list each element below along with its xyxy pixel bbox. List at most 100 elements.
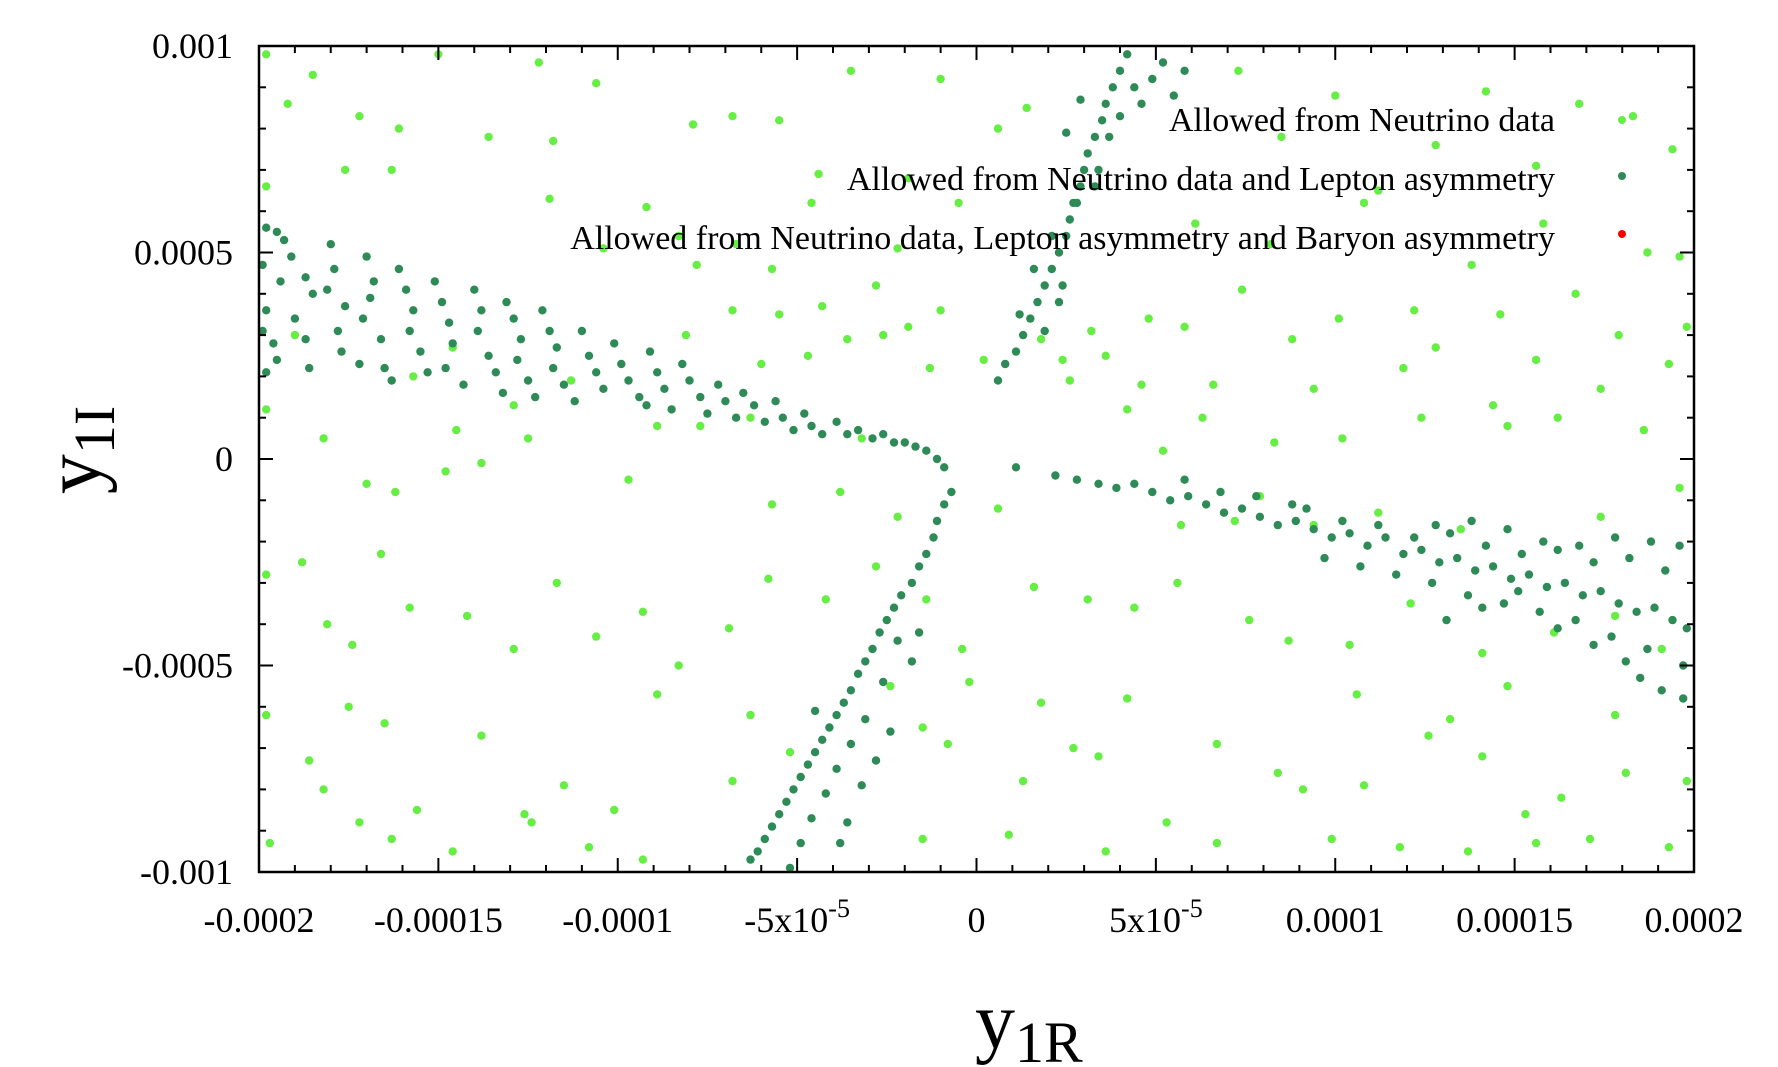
data-point-series-1-2 [279,235,289,245]
data-point-series-1-192 [1148,487,1157,497]
data-point-series-1-40 [441,363,450,373]
data-point-series-1-143 [907,657,917,666]
data-point-series-1-67 [635,392,644,402]
data-point-series-1-229 [1517,549,1527,559]
data-point-series-1-79 [731,413,741,422]
data-point-series-1-124 [803,760,813,769]
y-tick-label-3: -0.0005 [122,646,233,686]
x-tick-label-3: -5x10-5 [744,894,850,940]
data-point-series-0-59 [1410,306,1419,315]
data-point-series-1-165 [1115,66,1125,76]
data-point-series-0-69 [1058,355,1067,365]
data-point-series-0-100 [552,578,561,588]
data-point-series-0-183 [653,421,662,431]
data-point-series-1-202 [1327,533,1336,542]
data-point-series-1-76 [703,409,712,418]
data-point-series-0-179 [1456,525,1466,534]
data-point-series-0-124 [344,702,353,711]
data-point-series-0-26 [1531,161,1541,170]
data-point-series-1-138 [843,818,852,827]
data-point-series-1-7 [269,339,278,348]
data-point-series-1-240 [1535,607,1544,616]
data-point-series-0-104 [724,624,734,633]
data-point-series-1-236 [1392,570,1401,579]
data-point-series-0-132 [728,776,737,786]
data-point-series-1-198 [1255,512,1265,521]
data-point-series-1-251 [1478,603,1487,612]
data-point-series-1-159 [1079,165,1089,175]
data-point-series-0-139 [1162,818,1171,827]
data-point-series-0-167 [1664,843,1674,852]
data-point-series-1-55 [545,326,554,336]
data-point-series-1-65 [617,359,626,369]
data-point-series-1-41 [459,380,468,389]
data-point-series-1-125 [832,764,841,773]
data-point-series-1-11 [301,273,310,282]
data-point-series-1-77 [714,380,723,389]
data-point-series-0-166 [1585,834,1595,844]
data-point-series-1-131 [807,814,816,823]
data-point-series-0-21 [1277,132,1286,142]
data-point-series-0-181 [1675,483,1684,493]
data-point-series-0-106 [821,595,830,604]
data-point-series-0-102 [638,607,648,616]
data-point-series-1-81 [749,401,759,410]
legend: Allowed from Neutrino data Allowed from … [570,102,1626,257]
data-point-series-0-48 [767,264,777,274]
data-point-series-0-189 [1209,380,1218,389]
data-point-series-0-72 [1399,363,1408,373]
data-point-series-1-264 [1288,500,1297,509]
data-point-series-0-125 [380,719,389,728]
legend-marker-lepton [1618,172,1626,180]
data-point-series-0-36 [731,240,741,249]
data-point-series-1-151 [1033,297,1042,307]
data-point-series-0-203 [965,677,974,687]
data-point-series-0-98 [462,611,472,621]
data-point-series-1-4 [276,277,285,286]
data-point-series-1-239 [1499,599,1509,608]
data-point-series-1-108 [889,603,899,612]
data-point-series-1-211 [1488,562,1498,571]
data-point-series-0-143 [1359,781,1369,790]
data-point-series-1-93 [879,430,888,439]
data-point-series-1-9 [262,368,271,377]
data-point-series-1-250 [1553,624,1562,633]
data-point-series-1-46 [491,368,500,377]
data-point-series-0-165 [1531,838,1541,848]
data-point-series-1-113 [861,657,870,666]
data-point-series-0-147 [1557,793,1566,802]
data-point-series-0-164 [1463,847,1473,856]
data-point-series-1-72 [667,405,676,414]
data-point-series-1-130 [775,810,784,819]
data-point-series-0-91 [1639,425,1649,435]
data-point-series-0-90 [1553,413,1562,422]
data-point-series-0-163 [1395,843,1405,852]
data-point-series-1-110 [875,628,884,637]
data-point-series-1-45 [484,351,493,360]
data-point-series-1-152 [1040,281,1049,290]
data-point-series-0-46 [1675,252,1684,261]
data-point-series-0-71 [1309,384,1318,393]
data-point-series-1-193 [1166,496,1175,505]
data-point-series-0-105 [764,574,773,583]
data-point-series-0-185 [857,434,866,443]
data-point-series-1-92 [868,434,877,443]
data-point-series-1-220 [1650,603,1659,612]
data-point-series-0-146 [1521,810,1530,819]
data-point-series-0-62 [1614,330,1623,340]
data-point-series-0-184 [746,413,755,422]
data-point-series-0-144 [1424,731,1433,740]
y-axis-title-main: y [30,454,118,494]
data-point-series-0-25 [1481,87,1491,96]
data-point-series-1-86 [800,409,809,418]
data-point-series-1-199 [1273,520,1283,530]
data-point-series-1-182 [1076,95,1085,104]
data-point-series-1-22 [355,359,364,369]
data-point-series-0-199 [1036,335,1046,344]
data-point-series-1-190 [1112,483,1121,493]
x-axis-title: y1R [975,978,1083,1067]
data-point-series-1-265 [1180,475,1189,484]
data-point-series-0-101 [592,632,601,641]
data-point-series-1-260 [1646,537,1656,546]
data-point-series-1-3 [258,260,267,270]
